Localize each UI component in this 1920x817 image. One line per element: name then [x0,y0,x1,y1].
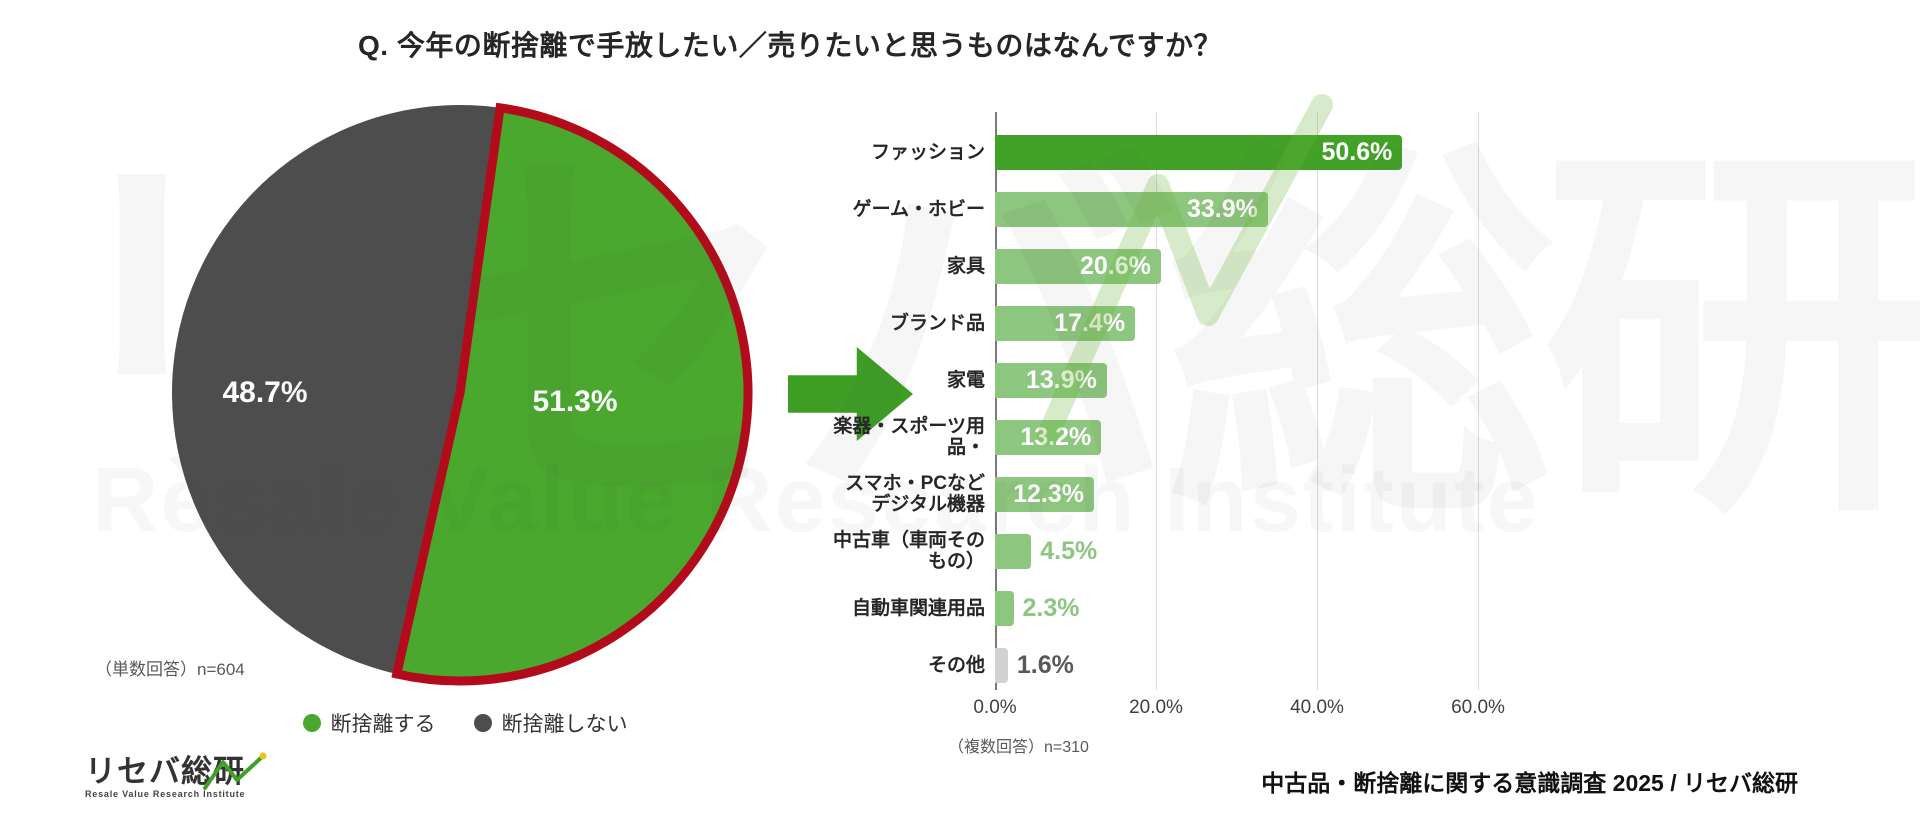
pie-slice-no-declutter[interactable] [172,105,501,674]
bar[interactable] [995,477,1094,512]
logo-english-text: Resale Value Research Institute [85,789,246,799]
bar-category-label: その他 [927,654,985,676]
site-logo[interactable]: リセバ総研 Resale Value Research Institute [85,752,267,799]
bar-category-label: ファッション [870,141,985,163]
bar[interactable] [995,648,1008,683]
gridline [1317,112,1318,690]
x-axis-tick: 20.0% [1129,697,1183,718]
bar-sample-note: （複数回答）n=310 [948,739,1089,756]
bar-row: ファッション 50.6% [0,135,1920,170]
legend-label: 断捨離する [330,713,436,736]
bar-row: 家電 13.9% [0,363,1920,398]
bar-value-label: 50.6% [1321,138,1393,166]
bar-axis-line [995,112,997,690]
bar-row: 楽器・スポーツ用 品・ 13.2% [0,416,1920,459]
bar-row: その他 1.6% [0,648,1920,683]
bar-category-label: ブランド品 [889,312,985,334]
bar[interactable] [995,249,1161,284]
bar-value-label: 17.4% [1054,309,1126,337]
bar-value-label: 13.2% [1020,423,1092,451]
bar-category-label: 楽器・スポーツ用 品・ [833,415,985,459]
page-title: Q. 今年の断捨離で手放したい／売りたいと思うものはなんですか？ [358,30,1222,61]
bar-category-label: スマホ・PCなど デジタル機器 [845,472,985,516]
legend-label: 断捨離しない [501,713,628,736]
pie-chart [172,102,753,686]
bar-value-label: 13.9% [1026,366,1097,394]
pie-percent-declutter: 51.3% [532,385,618,418]
bar-category-label: 家電 [946,369,985,391]
bar-row: 家具 20.6% [0,249,1920,284]
pie-sample-note: （単数回答）n=604 [95,660,245,679]
bar[interactable] [995,591,1014,626]
x-axis-tick: 0.0% [973,697,1017,718]
bar-category-label: ゲーム・ホビー [852,198,985,220]
bar-value-label: 12.3% [1013,480,1084,508]
pie-percent-no-declutter: 48.7% [222,376,308,409]
bar-row: 中古車（車両その もの） 4.5% [0,530,1920,573]
bar-value-label: 4.5% [1040,537,1098,565]
bar[interactable] [995,192,1268,227]
survey-source-caption: 中古品・断捨離に関する意識調査 2025 / リセバ総研 [1261,770,1798,796]
bar-category-label: 家具 [946,255,985,277]
legend-item-declutter: 断捨離する [302,708,436,738]
bar-row: 自動車関連用品 2.3% [0,591,1920,626]
bar-category-label: 自動車関連用品 [851,597,985,619]
legend-item-no-declutter: 断捨離しない [473,708,628,738]
x-axis-tick: 40.0% [1290,697,1344,718]
bar-row: ゲーム・ホビー 33.9% [0,192,1920,227]
bar[interactable] [995,363,1107,398]
legend-dot-green [302,714,321,732]
bar-value-label: 1.6% [1016,651,1074,679]
gridline [1156,112,1157,690]
pie-legend: 断捨離する 断捨離しない [165,708,765,738]
bar[interactable] [995,420,1102,455]
pie-slice-declutter[interactable] [391,102,753,686]
bar-value-label: 2.3% [1022,594,1080,622]
legend-dot-gray [473,714,492,732]
bar[interactable] [995,306,1136,341]
bar-value-label: 33.9% [1187,195,1258,223]
bar[interactable] [995,534,1032,569]
bar-row: ブランド品 17.4% [0,306,1920,341]
bar-category-label: 中古車（車両その もの） [832,529,985,573]
bar-value-label: 20.6% [1079,252,1151,280]
bar-row: スマホ・PCなど デジタル機器 12.3% [0,473,1920,516]
gridline [1478,112,1479,690]
bar[interactable] [995,135,1403,170]
logo-zigzag-icon [203,752,267,790]
x-axis-tick: 60.0% [1451,697,1505,718]
